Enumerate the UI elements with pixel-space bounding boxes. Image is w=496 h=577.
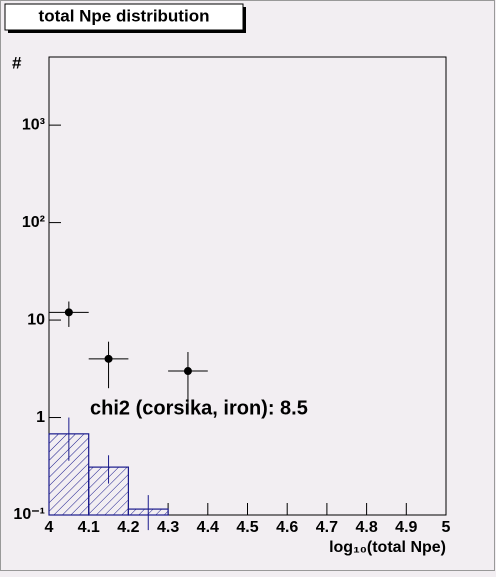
y-tick-label: 10⁻¹ xyxy=(13,506,45,523)
y-tick-label: 10² xyxy=(22,214,45,231)
x-tick-label: 4.6 xyxy=(276,519,298,536)
chart-title: total Npe distribution xyxy=(39,6,210,25)
y-tick-label: 1 xyxy=(36,409,45,426)
y-axis-label: # xyxy=(12,53,22,72)
annotation: chi2 (corsika, iron): 8.5 xyxy=(90,397,308,419)
y-tick-label: 10³ xyxy=(22,116,45,133)
data-point xyxy=(104,354,113,363)
frame xyxy=(48,56,447,516)
y-tick-label: 10 xyxy=(27,311,45,328)
x-tick-label: 4.8 xyxy=(355,519,377,536)
x-tick-label: 4.7 xyxy=(316,519,338,536)
data-point xyxy=(64,308,73,317)
histogram-bar xyxy=(88,466,129,516)
title-box xyxy=(4,3,244,31)
x-tick-label: 5 xyxy=(442,519,451,536)
x-tick-label: 4.1 xyxy=(78,519,100,536)
x-tick-label: 4.3 xyxy=(157,519,179,536)
data-point xyxy=(183,367,192,376)
x-tick-label: 4.4 xyxy=(197,519,219,536)
x-tick-label: 4.9 xyxy=(395,519,417,536)
x-axis-label: log₁₀(total Npe) xyxy=(329,539,446,556)
x-tick-label: 4.2 xyxy=(117,519,139,536)
x-tick-label: 4 xyxy=(45,519,54,536)
x-tick-label: 4.5 xyxy=(236,519,258,536)
